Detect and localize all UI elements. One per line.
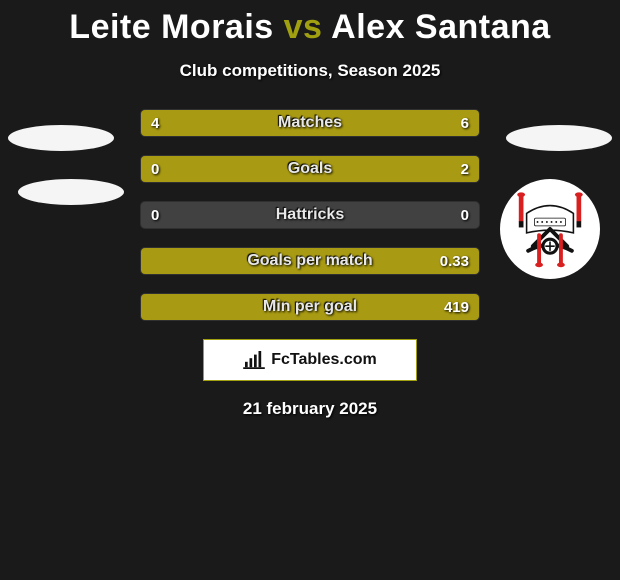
stat-value-left: 0 xyxy=(141,156,169,182)
stat-row: 0.33Goals per match xyxy=(140,247,480,275)
footer-date: 21 february 2025 xyxy=(0,399,620,419)
left-badge-placeholder-2 xyxy=(18,179,124,205)
stat-label: Hattricks xyxy=(141,206,479,224)
brand-text: FcTables.com xyxy=(271,351,377,369)
stat-label: Goals xyxy=(141,160,479,178)
stat-value-right: 6 xyxy=(451,110,479,136)
stat-value-right: 419 xyxy=(434,294,479,320)
stat-bars: 46Matches02Goals00Hattricks0.33Goals per… xyxy=(140,109,480,321)
comparison-title: Leite Morais vs Alex Santana xyxy=(0,0,620,47)
club-crest-icon xyxy=(511,190,589,268)
stat-value-left: 4 xyxy=(141,110,169,136)
player-right-name: Alex Santana xyxy=(331,8,551,46)
stat-row: 0 2Goals xyxy=(140,155,480,183)
subtitle: Club competitions, Season 2025 xyxy=(0,61,620,81)
stat-value-right: 2 xyxy=(451,156,479,182)
stat-label: Goals per match xyxy=(141,252,479,270)
stat-value-right: 0.33 xyxy=(430,248,479,274)
stat-value-left xyxy=(141,294,161,320)
stat-label: Min per goal xyxy=(141,298,479,316)
stat-value-left xyxy=(141,248,161,274)
stat-row: 4 6Matches xyxy=(140,109,480,137)
stats-area: 46Matches02Goals00Hattricks0.33Goals per… xyxy=(0,109,620,321)
stat-row: 419Min per goal xyxy=(140,293,480,321)
vs-text: vs xyxy=(284,8,323,46)
right-badge-placeholder-1 xyxy=(506,125,612,151)
brand-box[interactable]: FcTables.com xyxy=(203,339,417,381)
stat-label: Matches xyxy=(141,114,479,132)
right-club-crest xyxy=(500,179,600,279)
stat-row: 0 0Hattricks xyxy=(140,201,480,229)
bar-chart-icon xyxy=(243,351,265,369)
stat-value-left: 0 xyxy=(141,202,169,228)
left-badge-placeholder-1 xyxy=(8,125,114,151)
player-left-name: Leite Morais xyxy=(69,8,273,46)
stat-value-right: 0 xyxy=(451,202,479,228)
